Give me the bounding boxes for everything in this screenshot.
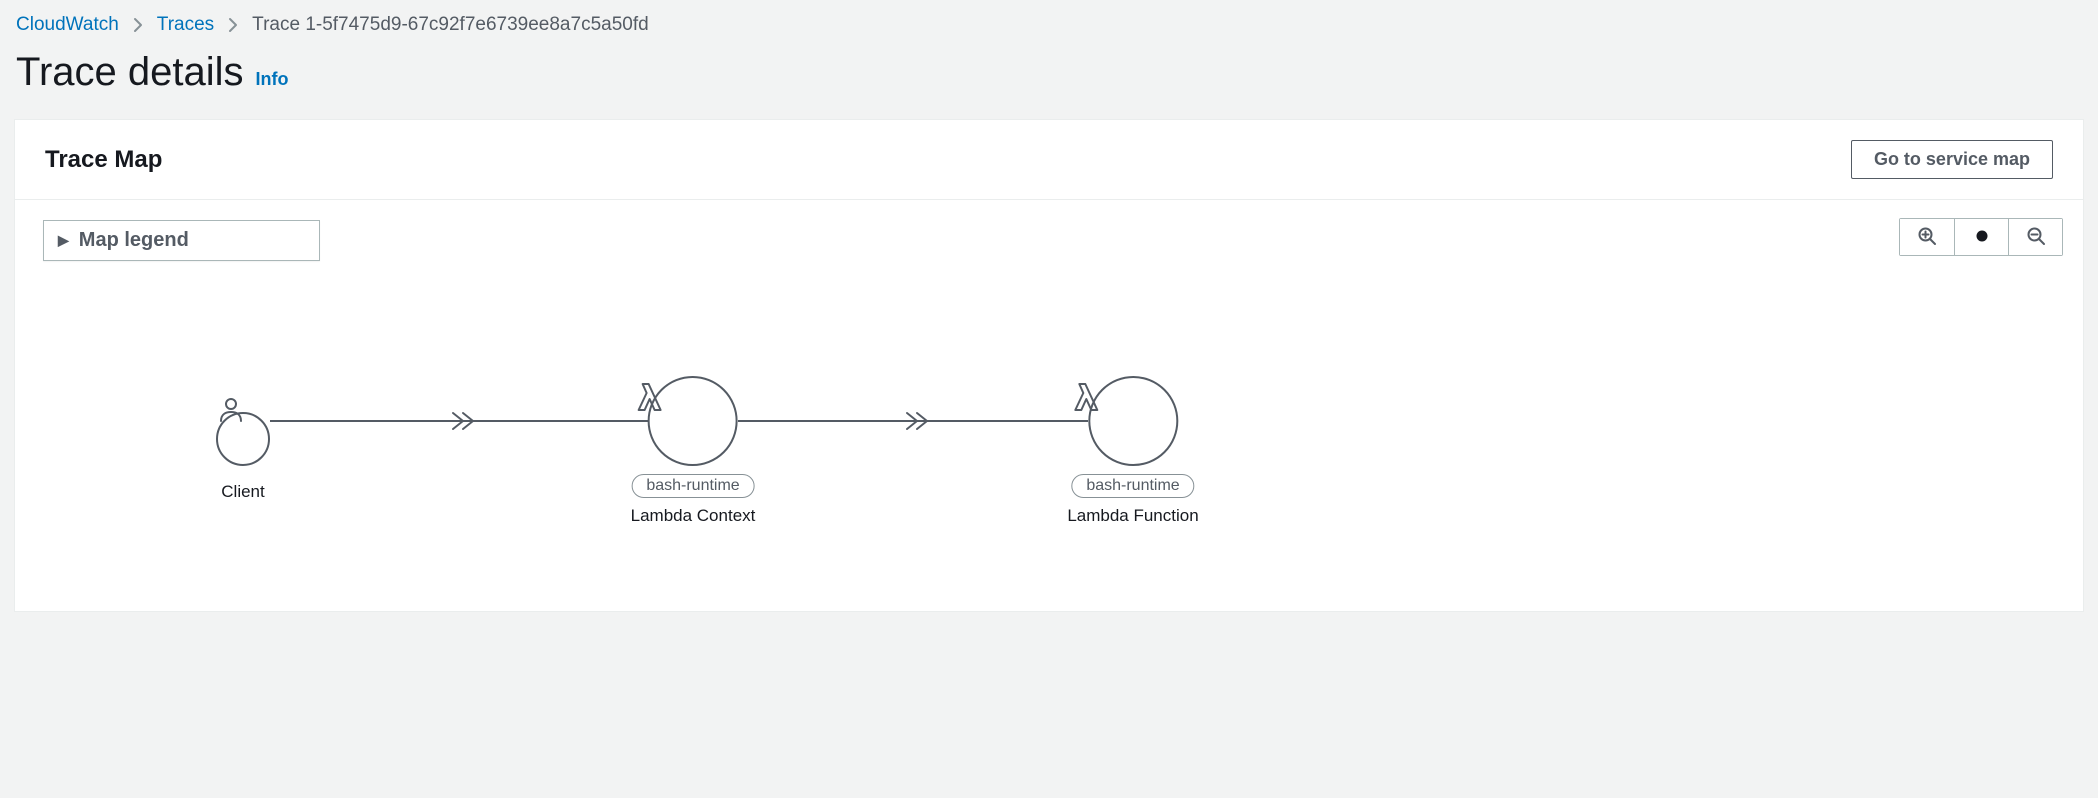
breadcrumb-traces-link[interactable]: Traces [157, 14, 214, 36]
caret-right-icon: ▶ [58, 232, 69, 249]
map-legend-toggle[interactable]: ▶ Map legend [43, 220, 320, 261]
map-area: ▶ Map legend Client bash-runtime Lambda Co… [15, 200, 2083, 611]
breadcrumb-current: Trace 1-5f7475d9-67c92f7e6739ee8a7c5a50f… [252, 14, 649, 36]
zoom-controls [1899, 218, 2063, 256]
title-row: Trace details Info [0, 46, 2098, 119]
node-pill: bash-runtime [1071, 474, 1194, 498]
node-label: Client [221, 482, 264, 502]
panel-title: Trace Map [45, 146, 162, 174]
map-legend-label: Map legend [79, 229, 189, 252]
trace-map-panel: Trace Map Go to service map ▶ Map legend [14, 119, 2084, 612]
zoom-in-icon [1917, 226, 1937, 249]
node-label: Lambda Function [1067, 506, 1198, 526]
info-link[interactable]: Info [256, 69, 289, 90]
zoom-reset-button[interactable] [1954, 219, 2008, 255]
diagram-node-client[interactable]: Client [216, 394, 270, 502]
zoom-out-icon [2026, 226, 2046, 249]
node-pill: bash-runtime [631, 474, 754, 498]
zoom-out-button[interactable] [2008, 219, 2062, 255]
breadcrumb-root-link[interactable]: CloudWatch [16, 14, 119, 36]
panel-header: Trace Map Go to service map [15, 120, 2083, 200]
page-title: Trace details [16, 50, 244, 95]
diagram-node-ctx[interactable]: bash-runtime Lambda Context [631, 376, 756, 526]
zoom-in-button[interactable] [1900, 219, 1954, 255]
chevron-right-icon [133, 17, 143, 33]
breadcrumb: CloudWatch Traces Trace 1-5f7475d9-67c92… [0, 0, 2098, 46]
trace-diagram[interactable]: Clientbash-runtimeLambda Contextbash-run… [43, 371, 1503, 571]
diagram-node-fn[interactable]: bash-runtime Lambda Function [1067, 376, 1198, 526]
chevron-right-icon [228, 17, 238, 33]
go-to-service-map-button[interactable]: Go to service map [1851, 140, 2053, 179]
dot-icon [1972, 226, 1992, 249]
node-label: Lambda Context [631, 506, 756, 526]
